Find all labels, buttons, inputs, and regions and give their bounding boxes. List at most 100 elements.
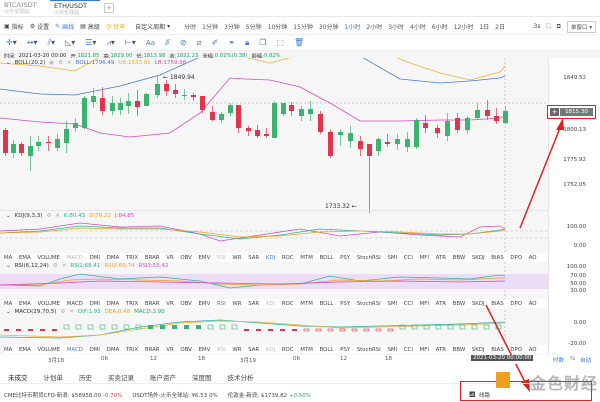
- ticker-item[interactable]: USDT场外-火币全球站: ¥6.53 0%: [132, 391, 217, 399]
- ruler-icon[interactable]: ⧄: [196, 37, 202, 47]
- indicator-tab-ma[interactable]: MA: [4, 300, 13, 307]
- chart-canvas[interactable]: ← 1849.94 1733.32 ← ⌄ BOLL(20,2) ◉ ⚙ ✕ B…: [0, 58, 548, 358]
- indicator-tab-volume[interactable]: VOLUME: [37, 300, 61, 307]
- indicator-tab-mtm[interactable]: MTM: [300, 254, 313, 261]
- close-icon[interactable]: ✕: [55, 213, 60, 219]
- settings-icon[interactable]: ⚙: [46, 213, 52, 219]
- eraser-icon[interactable]: ✐: [211, 38, 219, 47]
- indicator-tab-cci[interactable]: CCI: [403, 346, 413, 353]
- refresh-interval[interactable]: 3s: [533, 23, 541, 30]
- bracket-icon[interactable]: ⊢▾: [124, 38, 136, 47]
- settings-icon[interactable]: ⚙: [52, 263, 58, 269]
- indicator-tab-kdj[interactable]: KDJ: [265, 254, 276, 261]
- indicator-tab-dpo[interactable]: DPO: [510, 346, 523, 353]
- indicator-tab-rsi[interactable]: RSI: [216, 254, 226, 261]
- bottom-tab-0[interactable]: 未成交: [8, 374, 28, 382]
- period-1[interactable]: 1分钟: [202, 24, 218, 31]
- price-axis[interactable]: 1849.52 1800.13 1775.92 1752.05 100.00 0…: [548, 58, 600, 358]
- collapse-icon[interactable]: ⌄: [6, 263, 11, 269]
- settings-button[interactable]: ⚙ 设置: [30, 22, 49, 31]
- settings-icon[interactable]: ⚙: [58, 60, 64, 66]
- indicator-tab-mfi[interactable]: MFI: [419, 346, 429, 353]
- ticker-item[interactable]: 伦敦金-新浪: $1739.82 +0.50%: [228, 391, 311, 399]
- indicator-tab-trix[interactable]: TRIX: [125, 300, 139, 307]
- indicator-tab-dma[interactable]: DMA: [106, 300, 120, 307]
- indicator-tab-bbw[interactable]: BBW: [452, 346, 466, 353]
- add-tab-button[interactable]: +: [104, 3, 114, 13]
- tab-btc-usdt[interactable]: BTC/USDT 火币全球站: [0, 0, 50, 16]
- indicator-tab-emv[interactable]: EMV: [198, 254, 211, 261]
- indicator-tab-skdj[interactable]: SKDJ: [471, 346, 485, 353]
- add-alert-icon[interactable]: +: [550, 108, 559, 116]
- indicator-tab-atr[interactable]: ATR: [435, 346, 446, 353]
- horizontal-line-icon[interactable]: ↔▾: [26, 38, 38, 47]
- indicator-tab-dmi[interactable]: DMI: [89, 300, 100, 307]
- period-0[interactable]: 分时: [184, 24, 197, 31]
- indicator-tab-brar[interactable]: BRAR: [144, 254, 160, 261]
- indicator-tab-bias[interactable]: BIAS: [491, 346, 504, 353]
- indicator-tab-sar[interactable]: SAR: [248, 254, 260, 261]
- indicator-tab-ema[interactable]: EMA: [19, 346, 31, 353]
- indicator-tab-mtm[interactable]: MTM: [300, 300, 313, 307]
- sound-button[interactable]: ◷ 铃声: [106, 22, 125, 31]
- close-icon[interactable]: ✕: [69, 309, 74, 315]
- indicator-tab-boll[interactable]: BOLL: [319, 254, 334, 261]
- indicators-button[interactable]: ▣ 指标: [4, 22, 24, 31]
- lock-icon[interactable]: 🔒︎: [244, 37, 250, 47]
- magnet-icon[interactable]: ⊘: [179, 38, 187, 47]
- bottom-tab-6[interactable]: 技术分析: [227, 374, 254, 382]
- indicator-tab-dmi[interactable]: DMI: [89, 346, 100, 353]
- close-icon[interactable]: ✕: [61, 263, 67, 269]
- indicator-tab-skdj[interactable]: SKDJ: [471, 254, 485, 261]
- indicator-tab-bias[interactable]: BIAS: [491, 254, 504, 261]
- indicator-tab-dpo[interactable]: DPO: [510, 300, 523, 307]
- indicator-tab-smi[interactable]: SMI: [387, 300, 398, 307]
- angle-icon[interactable]: ◺▾: [65, 38, 76, 47]
- pattern-icon[interactable]: ⩘▾: [106, 37, 115, 47]
- indicator-tab-atr[interactable]: ATR: [435, 300, 446, 307]
- period-7[interactable]: 1小时: [344, 24, 361, 31]
- screenshot-icon[interactable]: ⬚: [276, 38, 284, 47]
- indicator-tab-macd[interactable]: MACD: [66, 300, 83, 307]
- indicator-tab-trix[interactable]: TRIX: [125, 254, 139, 261]
- indicator-tab-psy[interactable]: PSY: [340, 346, 351, 353]
- indicator-tab-vr[interactable]: VR: [166, 254, 174, 261]
- indicator-tab-dma[interactable]: DMA: [106, 346, 120, 353]
- indicator-tab-rsi[interactable]: RSI: [216, 300, 226, 307]
- bottom-tab-2[interactable]: 历史: [79, 374, 92, 382]
- indicator-tab-emv[interactable]: EMV: [198, 300, 211, 307]
- indicator-tab-volume[interactable]: VOLUME: [37, 346, 61, 353]
- indicator-tab-cci[interactable]: CCI: [403, 300, 413, 307]
- period-2[interactable]: 3分钟: [223, 24, 240, 31]
- draw-button[interactable]: ✎ 画线: [55, 22, 74, 31]
- ticker-item[interactable]: CME比特币期货CFD-新浪: $58958.00 -0.70%: [4, 391, 122, 399]
- indicator-tab-wr[interactable]: WR: [232, 346, 242, 353]
- indicator-tab-atr[interactable]: ATR: [435, 254, 446, 261]
- settings-icon[interactable]: ⚙: [60, 309, 66, 315]
- indicator-tab-ao[interactable]: AO: [528, 254, 537, 261]
- collapse-icon[interactable]: ⌄: [6, 60, 11, 66]
- advanced-button[interactable]: ▤ 高级: [80, 22, 100, 31]
- indicator-tab-mtm[interactable]: MTM: [300, 346, 313, 353]
- indicator-tab-ma[interactable]: MA: [4, 254, 13, 261]
- indicator-tab-psy[interactable]: PSY: [340, 300, 351, 307]
- indicator-tab-wr[interactable]: WR: [232, 300, 242, 307]
- period-4[interactable]: 10分钟: [267, 24, 288, 31]
- indicator-tab-boll[interactable]: BOLL: [319, 300, 334, 307]
- tab-eth-usdt[interactable]: ETH/USDT 火币全球站: [50, 0, 100, 16]
- window-mode-select[interactable]: 单窗口 ▾: [566, 20, 596, 33]
- indicator-tab-sar[interactable]: SAR: [248, 300, 260, 307]
- collapse-icon[interactable]: ⌄: [6, 213, 11, 219]
- collapse-icon[interactable]: ⌄: [6, 309, 11, 315]
- close-icon[interactable]: ✕: [67, 60, 72, 66]
- indicator-tab-obv[interactable]: OBV: [180, 346, 192, 353]
- bottom-tab-5[interactable]: 深度图: [192, 374, 212, 382]
- indicator-tab-ao[interactable]: AO: [528, 346, 537, 353]
- link-icon[interactable]: ⚭: [228, 38, 235, 47]
- custom-period-dropdown[interactable]: 自定义周期 ▾: [135, 22, 170, 31]
- indicator-tab-roc[interactable]: ROC: [281, 346, 294, 353]
- indicator-tab-emv[interactable]: EMV: [198, 346, 211, 353]
- axis-mode-percent[interactable]: %: [570, 356, 576, 362]
- indicator-tab-skdj[interactable]: SKDJ: [471, 300, 485, 307]
- indicator-tab-ao[interactable]: AO: [528, 300, 537, 307]
